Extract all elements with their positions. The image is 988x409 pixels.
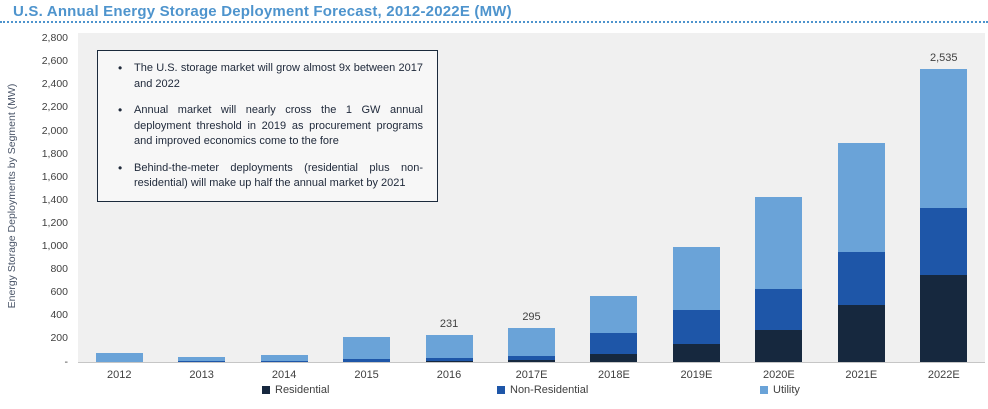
bar-segment-residential-2021e	[837, 305, 885, 362]
legend-item-non-residential: Non-Residential	[497, 384, 588, 396]
x-axis-label-2022e: 2022E	[927, 369, 960, 381]
bar-segment-utility-2016	[425, 335, 473, 358]
bar-segment-utility-2018e	[590, 295, 638, 333]
callout-bullet: Behind-the-meter deployments (residentia…	[118, 161, 423, 192]
callout-bullet: Annual market will nearly cross the 1 GW…	[118, 103, 423, 150]
legend-label-non-residential: Non-Residential	[510, 384, 589, 396]
callout-bullet-list: The U.S. storage market will grow almost…	[112, 61, 423, 192]
x-axis-label-2021e: 2021E	[845, 369, 878, 381]
x-axis-label-2016: 2016	[436, 369, 462, 381]
bar-segment-residential-2017e	[508, 360, 555, 362]
legend-label-residential: Residential	[275, 384, 330, 396]
legend-item-utility: Utility	[760, 384, 800, 396]
x-axis-label-2012: 2012	[106, 369, 132, 381]
y-axis-tick: -	[64, 355, 69, 368]
bar-segment-non-residential-2013	[178, 361, 226, 362]
y-axis-tick: 800	[50, 263, 68, 276]
bar-segment-non-residential-2021e	[837, 252, 885, 306]
y-axis-tick: 2,600	[41, 55, 68, 68]
bar-segment-residential-2022e	[920, 274, 968, 362]
bar-segment-utility-2021e	[837, 142, 885, 253]
bar-segment-utility-2012	[95, 352, 143, 362]
legend-swatch-residential	[262, 386, 270, 394]
x-axis-label-2013: 2013	[189, 369, 214, 381]
legend-label-utility: Utility	[773, 384, 800, 396]
y-axis-tick: 2,800	[41, 32, 68, 45]
bar-segment-utility-2017e	[508, 327, 555, 356]
x-axis-line	[78, 362, 985, 363]
y-axis-tick: 1,600	[41, 170, 68, 183]
legend-swatch-utility	[760, 386, 768, 394]
bar-segment-utility-2013	[178, 356, 226, 362]
y-axis-tick: 1,000	[41, 240, 68, 253]
x-axis-label-2015: 2015	[354, 369, 379, 381]
bar-segment-residential-2016	[425, 361, 473, 362]
bar-segment-utility-2020e	[755, 196, 803, 289]
bar-segment-utility-2014	[260, 355, 308, 362]
bar-segment-residential-2020e	[755, 329, 803, 362]
bar-segment-residential-2018e	[590, 353, 638, 362]
chart-title: U.S. Annual Energy Storage Deployment Fo…	[13, 3, 512, 20]
title-underline	[0, 21, 988, 23]
bar-total-label-2016: 231	[439, 318, 459, 331]
bar-segment-non-residential-2018e	[590, 332, 638, 354]
x-axis-label-2014: 2014	[271, 369, 297, 381]
y-axis-tick: 1,200	[41, 216, 68, 229]
bar-total-label-2022e: 2,535	[930, 52, 958, 65]
x-axis-label-2017e: 2017E	[515, 369, 548, 381]
y-axis-tick: 600	[50, 286, 68, 299]
bar-segment-utility-2022e	[920, 69, 968, 208]
bar-segment-non-residential-2022e	[920, 207, 968, 275]
bar-segment-utility-2019e	[672, 246, 720, 311]
x-axis-label-2020e: 2020E	[762, 369, 795, 381]
y-axis-tick: 2,400	[41, 78, 68, 91]
bar-segment-utility-2015	[343, 336, 391, 359]
y-axis-tick: 1,400	[41, 193, 68, 206]
bar-segment-non-residential-2017e	[508, 355, 555, 361]
bar-segment-non-residential-2016	[425, 357, 473, 362]
bar-segment-non-residential-2015	[343, 358, 391, 362]
y-axis-tick: 2,200	[41, 101, 68, 114]
y-axis-tick: 2,000	[41, 124, 68, 137]
callout-bullet: The U.S. storage market will grow almost…	[118, 61, 423, 92]
bar-segment-non-residential-2020e	[755, 288, 803, 330]
legend-swatch-non-residential	[497, 386, 505, 394]
bar-total-label-2017e: 295	[522, 310, 541, 323]
bar-segment-non-residential-2014	[260, 361, 308, 362]
legend-item-residential: Residential	[262, 384, 329, 396]
bar-segment-residential-2019e	[672, 343, 720, 362]
y-axis-tick: 400	[50, 309, 68, 322]
x-axis-label-2019e: 2019E	[680, 369, 713, 381]
callout-box: The U.S. storage market will grow almost…	[97, 50, 438, 202]
y-axis-tick: 200	[50, 332, 68, 345]
bar-segment-non-residential-2019e	[672, 310, 720, 344]
y-axis-tick: 1,800	[41, 147, 68, 160]
x-axis-label-2018e: 2018E	[598, 369, 630, 381]
